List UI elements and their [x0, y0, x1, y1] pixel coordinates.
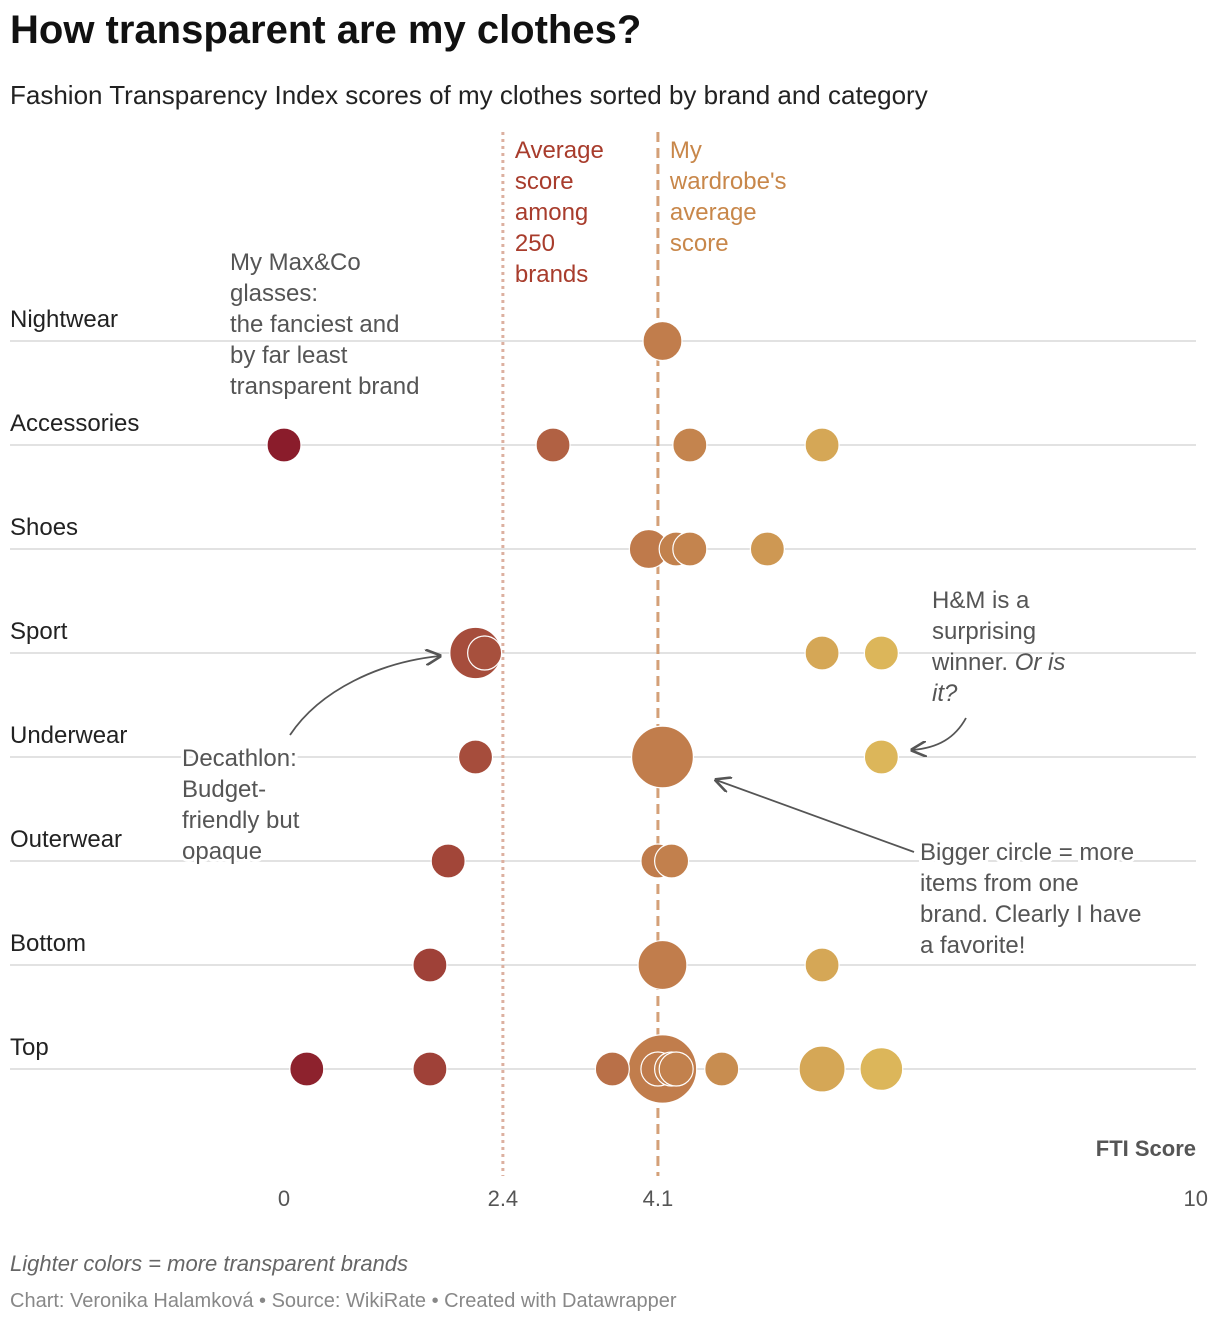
- point-accessories-3: [672, 427, 708, 463]
- point-bottom-19: [412, 947, 448, 983]
- maxco-annotation: My Max&Co glasses: the fanciest and by far …: [230, 249, 419, 400]
- point-bottom-20: [637, 939, 688, 991]
- category-label-accessories: Accessories: [10, 410, 139, 437]
- point-sport-10: [467, 635, 503, 671]
- point-underwear-13: [457, 739, 494, 775]
- point-shoes-7: [672, 531, 708, 567]
- point-bottom-21: [804, 947, 840, 983]
- category-label-underwear: Underwear: [10, 722, 127, 749]
- x-tick-label: 0: [278, 1186, 290, 1211]
- point-sport-12: [863, 635, 899, 671]
- wardrobe-average-label: My wardrobe's average score: [669, 137, 787, 257]
- category-label-top: Top: [10, 1034, 49, 1061]
- category-label-nightwear: Nightwear: [10, 306, 118, 333]
- annotations-layer: My Max&Co glasses: the fanciest and by far …: [179, 246, 1144, 962]
- point-underwear-14: [630, 725, 694, 789]
- point-top-31: [859, 1047, 904, 1091]
- category-label-outerwear: Outerwear: [10, 826, 122, 853]
- average-all-brands-label: Average score among 250 brands: [515, 137, 604, 288]
- point-accessories-4: [804, 427, 840, 463]
- page-subtitle: Fashion Transparency Index scores of my …: [10, 80, 928, 110]
- bubble-chart: Average score among 250 brands My wardrobe's av…: [10, 132, 1208, 1211]
- footer-credit: Chart: Veronika Halamková • Source: Wiki…: [10, 1290, 677, 1312]
- decathlon-arrow: [289, 656, 440, 736]
- x-tick-label: 2.4: [488, 1186, 519, 1211]
- page-title: How transparent are my clothes?: [10, 8, 642, 52]
- point-sport-11: [804, 635, 840, 671]
- grid-layer: [10, 340, 1196, 1070]
- x-tick-label: 4.1: [643, 1186, 674, 1211]
- point-top-28: [658, 1051, 694, 1087]
- reference-lines-layer: Average score among 250 brands My wardrobe's av…: [501, 132, 787, 1176]
- category-label-bottom: Bottom: [10, 930, 86, 957]
- point-top-22: [289, 1051, 325, 1087]
- category-label-shoes: Shoes: [10, 514, 78, 541]
- point-top-24: [594, 1051, 630, 1087]
- point-underwear-15: [863, 739, 899, 775]
- point-top-23: [412, 1051, 448, 1087]
- point-outerwear-16: [430, 843, 466, 879]
- labels-layer: Nightwear Accessories Shoes Sport Underwear O…: [10, 306, 1208, 1211]
- hm-annotation: H&M is a surprising winner. Or is it?: [931, 587, 1065, 707]
- point-top-29: [704, 1051, 740, 1087]
- point-nightwear-0: [642, 320, 683, 362]
- point-outerwear-18: [653, 843, 690, 879]
- size-arrow: [716, 780, 915, 853]
- points-layer: [266, 320, 904, 1104]
- point-shoes-8: [749, 531, 785, 567]
- x-axis-title: FTI Score: [1096, 1136, 1196, 1161]
- decathlon-annotation: Decathlon: Budget-friendly but opaque: [182, 745, 300, 865]
- point-top-30: [798, 1045, 846, 1093]
- category-label-sport: Sport: [10, 618, 68, 645]
- point-accessories-2: [535, 427, 571, 463]
- hm-arrow: [912, 717, 967, 750]
- point-accessories-1: [266, 427, 302, 463]
- size-annotation: Bigger circle = more items from one brand.…: [920, 839, 1141, 959]
- x-tick-label: 10: [1184, 1186, 1208, 1211]
- color-legend-note: Lighter colors = more transparent brands: [10, 1251, 409, 1276]
